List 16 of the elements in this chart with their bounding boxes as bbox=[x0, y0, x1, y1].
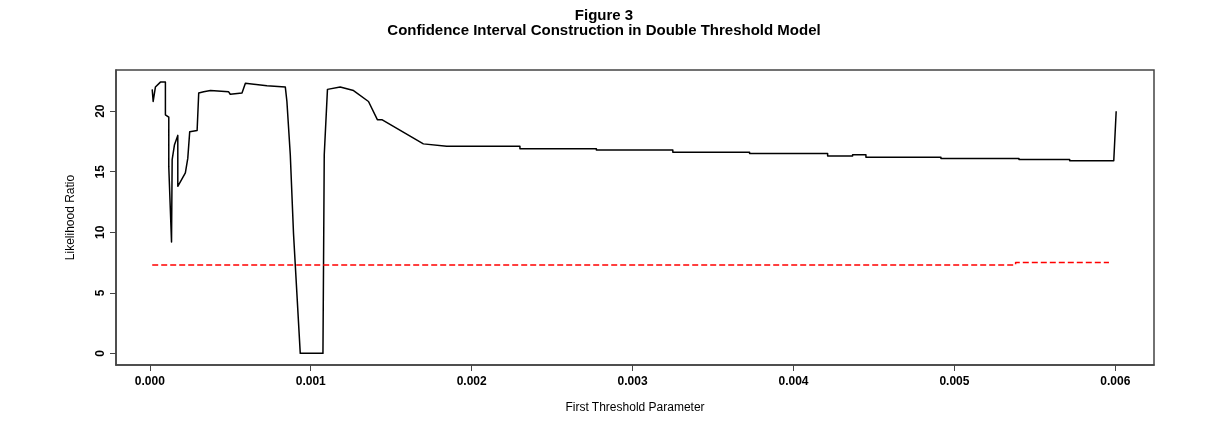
y-axis-title: Likelihood Ratio bbox=[63, 174, 77, 261]
x-tick-label: 0.001 bbox=[295, 374, 327, 388]
x-axis-title: First Threshold Parameter bbox=[565, 400, 705, 414]
x-tick-label: 0.003 bbox=[617, 374, 648, 388]
x-tick-label: 0.006 bbox=[1100, 374, 1131, 388]
y-tick-label: 10 bbox=[93, 225, 107, 239]
y-tick-label: 15 bbox=[93, 164, 107, 179]
y-tick-label: 5 bbox=[93, 289, 107, 297]
x-tick-label: 0.004 bbox=[778, 374, 809, 388]
y-tick-label: 0 bbox=[93, 349, 107, 357]
x-tick-label: 0.000 bbox=[134, 374, 166, 388]
line-series bbox=[151, 81, 1117, 355]
y-tick-label: 20 bbox=[93, 104, 107, 118]
chart-title: Figure 3 bbox=[574, 6, 634, 23]
x-tick-label: 0.002 bbox=[456, 374, 487, 388]
x-tick-label: 0.005 bbox=[939, 374, 970, 388]
